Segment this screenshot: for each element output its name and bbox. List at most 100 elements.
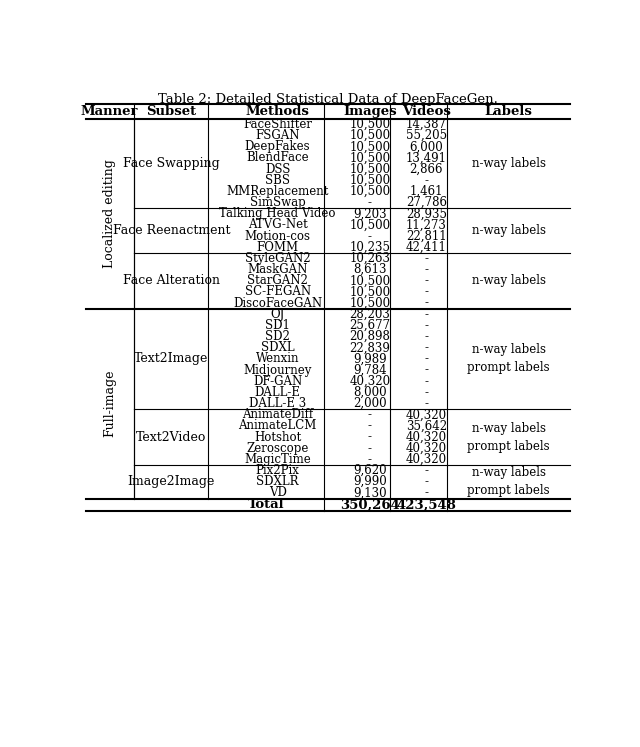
Text: DiscoFaceGAN: DiscoFaceGAN <box>233 297 322 309</box>
Text: Wenxin: Wenxin <box>256 353 300 365</box>
Text: DeepFakes: DeepFakes <box>245 140 310 153</box>
Text: 9,989: 9,989 <box>353 353 387 365</box>
Text: OJ: OJ <box>271 308 285 320</box>
Text: n-way labels: n-way labels <box>472 224 545 237</box>
Text: Table 2: Detailed Statistical Data of DeepFaceGen.: Table 2: Detailed Statistical Data of De… <box>158 93 498 107</box>
Text: -: - <box>368 453 372 466</box>
Text: Videos: Videos <box>402 105 451 118</box>
Text: 2,866: 2,866 <box>410 163 443 176</box>
Text: n-way labels: n-way labels <box>472 157 545 170</box>
Text: Full-image: Full-image <box>103 370 116 437</box>
Text: 40,320: 40,320 <box>406 441 447 455</box>
Text: -: - <box>424 263 428 276</box>
Text: -: - <box>424 375 428 388</box>
Text: DALL-E 3: DALL-E 3 <box>249 397 307 410</box>
Text: AnimateLCM: AnimateLCM <box>239 419 317 433</box>
Text: 6,000: 6,000 <box>410 140 444 153</box>
Text: -: - <box>424 397 428 410</box>
Text: -: - <box>424 174 428 187</box>
Text: 8,000: 8,000 <box>353 386 387 399</box>
Text: 20,898: 20,898 <box>349 330 390 343</box>
Text: 10,500: 10,500 <box>349 274 390 288</box>
Text: 10,500: 10,500 <box>349 152 390 164</box>
Text: SDXL: SDXL <box>261 341 294 354</box>
Text: 11,273: 11,273 <box>406 218 447 232</box>
Text: FSGAN: FSGAN <box>255 129 300 142</box>
Text: -: - <box>424 341 428 354</box>
Text: DF-GAN: DF-GAN <box>253 375 302 388</box>
Text: SC-FEGAN: SC-FEGAN <box>244 285 310 299</box>
Text: Text2Image: Text2Image <box>134 353 209 365</box>
Text: 25,677: 25,677 <box>349 319 390 332</box>
Text: VD: VD <box>269 486 287 500</box>
Text: MaskGAN: MaskGAN <box>248 263 308 276</box>
Text: 8,613: 8,613 <box>353 263 387 276</box>
Text: 42,411: 42,411 <box>406 241 447 254</box>
Text: 40,320: 40,320 <box>406 430 447 444</box>
Text: 14,387: 14,387 <box>406 118 447 131</box>
Text: Text2Video: Text2Video <box>136 430 207 444</box>
Text: -: - <box>424 285 428 299</box>
Text: StarGAN2: StarGAN2 <box>247 274 308 288</box>
Text: -: - <box>424 297 428 309</box>
Text: 22,839: 22,839 <box>349 341 390 354</box>
Text: Midjourney: Midjourney <box>243 364 312 376</box>
Text: 27,786: 27,786 <box>406 196 447 209</box>
Text: 9,990: 9,990 <box>353 475 387 489</box>
Text: 10,500: 10,500 <box>349 185 390 198</box>
Text: BlendFace: BlendFace <box>246 152 309 164</box>
Text: -: - <box>368 430 372 444</box>
Text: -: - <box>424 252 428 265</box>
Text: 350,264: 350,264 <box>340 498 400 512</box>
Text: 10,235: 10,235 <box>349 241 390 254</box>
Text: -: - <box>424 386 428 399</box>
Text: 10,500: 10,500 <box>349 140 390 153</box>
Text: 9,784: 9,784 <box>353 364 387 376</box>
Text: 10,500: 10,500 <box>349 129 390 142</box>
Text: 40,320: 40,320 <box>406 453 447 466</box>
Text: 28,935: 28,935 <box>406 208 447 220</box>
Text: Manner: Manner <box>81 105 138 118</box>
Text: FaceShifter: FaceShifter <box>243 118 312 131</box>
Text: 10,500: 10,500 <box>349 174 390 187</box>
Text: Images: Images <box>343 105 397 118</box>
Text: n-way labels
prompt labels: n-way labels prompt labels <box>467 344 550 374</box>
Text: -: - <box>368 409 372 421</box>
Text: AnimateDiff: AnimateDiff <box>242 409 313 421</box>
Text: Labels: Labels <box>484 105 532 118</box>
Text: FOMM: FOMM <box>257 241 299 254</box>
Text: MagicTime: MagicTime <box>244 453 311 466</box>
Text: Total: Total <box>248 498 284 512</box>
Text: 9,620: 9,620 <box>353 464 387 477</box>
Text: 10,500: 10,500 <box>349 163 390 176</box>
Text: n-way labels
prompt labels: n-way labels prompt labels <box>467 421 550 453</box>
Text: 10,500: 10,500 <box>349 118 390 131</box>
Text: 35,642: 35,642 <box>406 419 447 433</box>
Text: 9,130: 9,130 <box>353 486 387 500</box>
Text: SBS: SBS <box>265 174 290 187</box>
Text: 10,263: 10,263 <box>349 252 390 265</box>
Text: 9,203: 9,203 <box>353 208 387 220</box>
Text: SD1: SD1 <box>265 319 290 332</box>
Text: -: - <box>424 364 428 376</box>
Text: StyleGAN2: StyleGAN2 <box>245 252 310 265</box>
Text: Face Reenactment: Face Reenactment <box>113 224 230 237</box>
Text: -: - <box>424 319 428 332</box>
Text: Methods: Methods <box>246 105 310 118</box>
Text: DALL-E: DALL-E <box>255 386 301 399</box>
Text: Talking Head Video: Talking Head Video <box>220 208 336 220</box>
Text: -: - <box>368 229 372 243</box>
Text: 13,491: 13,491 <box>406 152 447 164</box>
Text: Localized editing: Localized editing <box>103 159 116 268</box>
Text: DSS: DSS <box>265 163 291 176</box>
Text: 10,500: 10,500 <box>349 297 390 309</box>
Text: SDXLR: SDXLR <box>257 475 299 489</box>
Text: SimSwap: SimSwap <box>250 196 305 209</box>
Text: Subset: Subset <box>147 105 196 118</box>
Text: -: - <box>424 330 428 343</box>
Text: 28,203: 28,203 <box>349 308 390 320</box>
Text: Face Swapping: Face Swapping <box>123 157 220 170</box>
Text: 423,548: 423,548 <box>397 498 456 512</box>
Text: 10,500: 10,500 <box>349 285 390 299</box>
Text: -: - <box>368 419 372 433</box>
